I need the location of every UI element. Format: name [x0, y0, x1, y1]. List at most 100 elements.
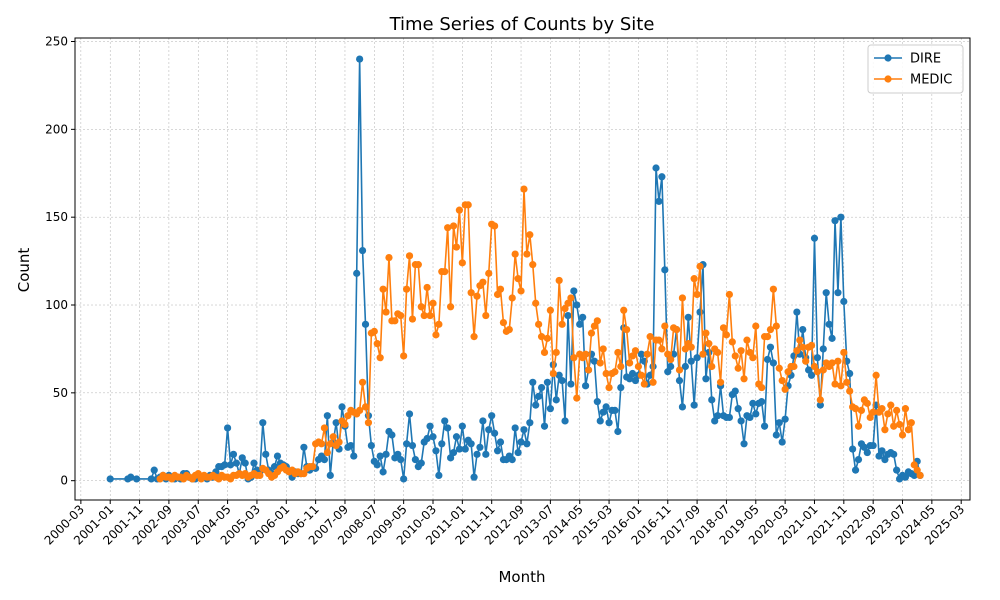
data-point-medic [458, 259, 466, 267]
data-point-medic [913, 466, 921, 474]
data-point-dire [752, 410, 760, 418]
data-point-medic [617, 362, 625, 371]
data-point-medic [432, 331, 440, 339]
data-point-dire [482, 450, 490, 458]
data-point-medic [593, 317, 601, 325]
data-point-medic [370, 327, 378, 335]
data-point-medic [358, 378, 367, 386]
legend-item-dire: DIRE [874, 52, 941, 67]
data-point-dire [652, 164, 660, 172]
data-point-medic [376, 354, 384, 362]
data-point-dire [816, 401, 824, 409]
data-point-dire [473, 450, 481, 458]
data-point-medic [529, 261, 537, 269]
data-point-medic [719, 324, 728, 332]
data-point-medic [637, 371, 645, 379]
data-point-dire [447, 454, 455, 462]
legend-label-medic: MEDIC [910, 73, 952, 88]
data-point-medic [532, 299, 540, 307]
data-point-medic [414, 261, 422, 269]
data-point-dire [491, 429, 499, 437]
data-point-dire [590, 357, 598, 365]
data-point-dire [819, 345, 827, 353]
data-point-medic [485, 269, 493, 277]
data-point-medic [397, 311, 405, 320]
data-point-dire [270, 463, 279, 471]
data-point-dire [373, 461, 381, 469]
data-point-medic [341, 420, 349, 429]
data-point-medic [831, 380, 839, 388]
data-point-dire [438, 440, 446, 448]
data-point-medic [810, 362, 819, 371]
data-point-dire [878, 447, 886, 455]
data-point-dire [564, 311, 572, 320]
data-point-dire [535, 392, 543, 400]
legend-item-medic: MEDIC [874, 73, 952, 88]
data-point-dire [221, 461, 229, 469]
data-point-medic [482, 311, 490, 320]
data-point-medic [561, 304, 569, 313]
data-point-dire [470, 473, 478, 481]
data-point-medic [819, 366, 827, 374]
data-point-dire [793, 308, 801, 316]
data-point-dire [127, 473, 135, 481]
data-point-medic [335, 438, 343, 446]
data-point-medic [605, 383, 613, 392]
data-point-medic [444, 224, 452, 232]
data-point-medic [799, 343, 807, 351]
data-point-dire [250, 459, 258, 467]
data-point-medic [813, 368, 822, 376]
data-point-medic [546, 306, 554, 314]
data-point-medic [447, 303, 455, 311]
series-dire [106, 55, 924, 483]
data-point-medic [714, 348, 722, 357]
data-point-medic [479, 278, 487, 286]
data-point-dire [517, 438, 525, 446]
data-point-medic [611, 368, 619, 376]
data-point-dire [555, 371, 563, 379]
data-point-medic [643, 350, 651, 358]
series-layer [106, 55, 924, 483]
legend-marker-medic [884, 75, 892, 83]
data-point-dire [690, 401, 698, 409]
data-point-medic [344, 412, 352, 420]
data-point-dire [332, 419, 340, 427]
data-point-medic [570, 354, 578, 362]
data-point-dire [661, 266, 669, 274]
data-point-medic [661, 322, 669, 330]
data-point-medic [725, 290, 733, 299]
data-point-medic [391, 317, 399, 325]
data-point-medic [675, 366, 684, 374]
data-point-dire [711, 417, 719, 425]
data-point-medic [705, 340, 713, 348]
plot-frame [74, 37, 971, 501]
data-point-dire [558, 376, 566, 385]
data-point-dire [834, 289, 842, 297]
data-point-medic [441, 268, 449, 276]
data-point-medic [540, 348, 549, 357]
data-point-medic [802, 357, 810, 365]
data-point-medic [373, 340, 381, 348]
data-point-medic [581, 350, 590, 358]
data-point-dire [300, 443, 308, 451]
data-point-medic [402, 285, 411, 293]
data-point-dire [567, 380, 575, 388]
data-point-medic [590, 322, 598, 330]
data-point-dire [350, 452, 358, 460]
data-point-dire [432, 447, 440, 455]
data-point-dire [655, 197, 663, 205]
data-point-medic [417, 303, 425, 311]
data-point-medic [520, 185, 528, 193]
data-point-dire [426, 422, 434, 430]
data-point-medic [743, 336, 751, 344]
data-point-dire [508, 456, 516, 464]
data-point-dire [696, 308, 704, 316]
data-point-dire [523, 440, 531, 448]
data-point-dire [684, 313, 692, 321]
data-point-medic [496, 285, 505, 293]
data-point-medic [473, 292, 481, 300]
data-point-medic [766, 326, 775, 334]
data-point-dire [133, 475, 141, 483]
data-point-dire [581, 382, 590, 390]
